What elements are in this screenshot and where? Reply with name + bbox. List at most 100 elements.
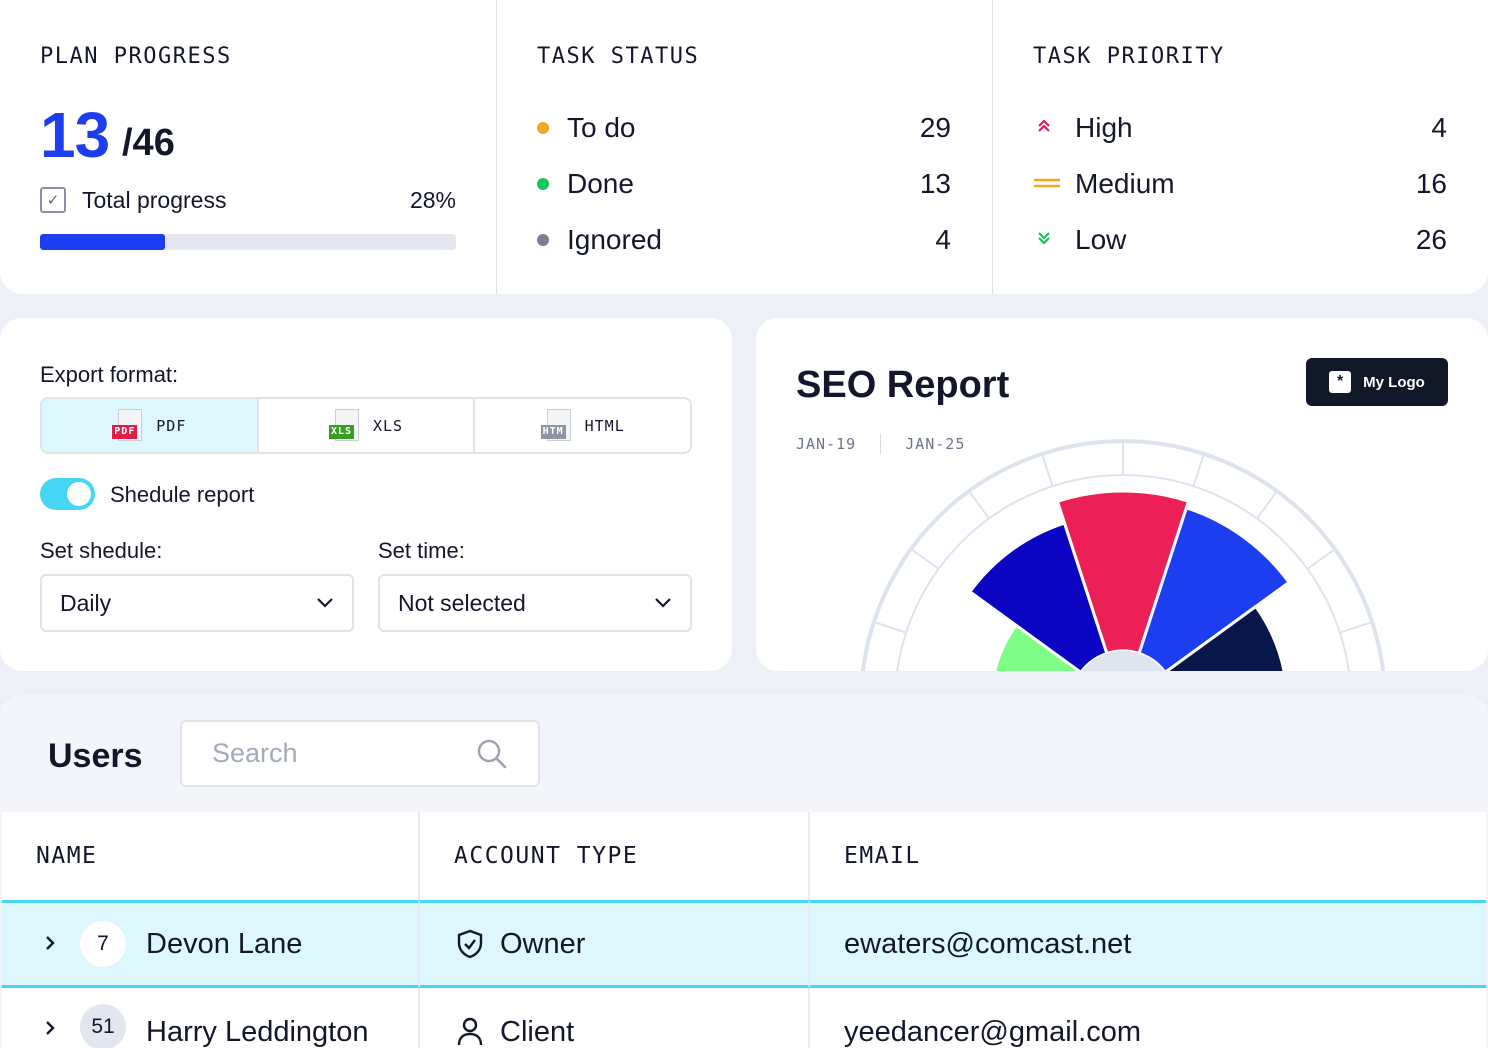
chart-wedge: [993, 623, 1082, 671]
shield-check-icon: [457, 929, 483, 959]
progress-bar-fill: [40, 234, 165, 250]
schedule-report-toggle[interactable]: [40, 478, 95, 510]
checkbox-icon: ✓: [40, 187, 66, 213]
progress-bar: [40, 234, 456, 250]
user-email: yeedancer@gmail.com: [844, 1016, 1142, 1048]
priority-label: Medium: [1075, 168, 1175, 199]
set-time-label: Set time:: [378, 538, 465, 563]
priority-label: High: [1075, 112, 1133, 143]
chevrons-down-icon: [1033, 230, 1055, 251]
column-header-name[interactable]: NAME: [2, 812, 420, 900]
time-value: Not selected: [398, 589, 526, 616]
plan-progress-section: PLAN PROGRESS 13 /46 ✓ Total progress 28…: [0, 0, 496, 294]
chart-grid-line: [1192, 453, 1205, 487]
format-html-button[interactable]: HTM HTML: [473, 399, 690, 452]
format-xls-button[interactable]: XLS XLS: [256, 399, 474, 452]
users-title: Users: [48, 737, 143, 775]
user-number-badge: 7: [80, 921, 126, 967]
chart-grid-line: [910, 548, 940, 570]
expand-chevron-icon[interactable]: [44, 931, 64, 957]
name-cell: 51 Harry Leddington: [2, 988, 420, 1048]
chevron-down-icon: [655, 598, 671, 608]
schedule-report-label: Shedule report: [110, 482, 255, 507]
date-to: JAN-25: [905, 435, 966, 453]
seo-report-card: SEO Report * My Logo JAN-19 JAN-25: [756, 318, 1488, 671]
stats-panel: PLAN PROGRESS 13 /46 ✓ Total progress 28…: [0, 0, 1488, 294]
email-cell: yeedancer@gmail.com: [810, 988, 1486, 1048]
search-placeholder: Search: [212, 738, 298, 768]
pdf-file-icon: PDF: [112, 408, 143, 443]
date-divider: [880, 434, 882, 454]
status-count: 29: [919, 112, 951, 143]
chart-grid-line: [1306, 548, 1336, 570]
seo-polar-chart: [861, 439, 1385, 671]
status-label: Done: [567, 168, 634, 199]
user-name: Harry Leddington: [146, 1016, 369, 1048]
account-type-cell: Client: [420, 988, 810, 1048]
total-progress-percent: 28%: [409, 186, 456, 213]
priority-row-high: High 4: [1033, 100, 1447, 156]
user-name: Devon Lane: [146, 927, 303, 960]
chart-grid-line: [1041, 453, 1054, 487]
format-label: XLS: [372, 416, 404, 435]
user-email: ewaters@comcast.net: [844, 927, 1132, 960]
time-select[interactable]: Not selected: [378, 574, 692, 632]
asterisk-icon: *: [1329, 371, 1352, 393]
expand-chevron-icon[interactable]: [44, 1016, 64, 1042]
search-input[interactable]: Search: [180, 720, 540, 787]
task-priority-section: TASK PRIORITY High 4 Medium 16 Lo: [992, 0, 1488, 294]
ignored-dot-icon: [537, 234, 549, 246]
schedule-value: Daily: [60, 589, 112, 616]
status-row-ignored: Ignored 4: [537, 212, 951, 268]
html-file-icon: HTM: [540, 408, 571, 443]
table-header: NAME ACCOUNT TYPE EMAIL: [2, 812, 1486, 900]
column-header-account-type[interactable]: ACCOUNT TYPE: [420, 812, 810, 900]
xls-file-icon: XLS: [328, 408, 359, 443]
my-logo-button[interactable]: * My Logo: [1306, 358, 1448, 406]
priority-row-low: Low 26: [1033, 212, 1447, 268]
name-cell: 7 Devon Lane: [2, 900, 420, 988]
export-format-selector: PDF PDF XLS XLS HTM HTML: [40, 397, 692, 454]
status-label: Ignored: [567, 224, 662, 255]
users-panel: Users Search NAME ACCOUNT TYPE EMAIL 7 D…: [0, 695, 1488, 1048]
chevron-down-icon: [317, 598, 333, 608]
table-row[interactable]: 51 Harry Leddington Client yeedancer@gma…: [2, 988, 1486, 1048]
user-number-badge: 51: [80, 1004, 126, 1048]
chart-center-hub: [1082, 651, 1164, 671]
status-row-todo: To do 29: [537, 100, 951, 156]
account-type: Client: [500, 1016, 575, 1048]
todo-dot-icon: [537, 122, 549, 134]
set-schedule-label: Set shedule:: [40, 538, 163, 563]
date-range: JAN-19 JAN-25: [796, 434, 965, 454]
priority-label: Low: [1075, 224, 1127, 255]
toggle-knob: [67, 482, 91, 506]
chart-grid-line: [873, 621, 907, 634]
column-header-email[interactable]: EMAIL: [810, 812, 1486, 900]
format-pdf-button[interactable]: PDF PDF: [42, 399, 257, 452]
status-count: 4: [935, 224, 951, 255]
equals-icon: [1033, 174, 1060, 195]
chart-grid-line: [1256, 490, 1278, 520]
chart-grid-line: [968, 490, 990, 520]
priority-count: 26: [1415, 224, 1447, 255]
tasks-done-count: 13: [40, 99, 110, 171]
task-status-section: TASK STATUS To do 29 Done 13 Ignored 4: [496, 0, 992, 294]
format-label: HTML: [584, 416, 625, 435]
total-progress-row: ✓ Total progress 28%: [40, 186, 456, 214]
priority-row-medium: Medium 16: [1033, 156, 1447, 212]
task-status-title: TASK STATUS: [537, 44, 700, 69]
priority-count: 16: [1415, 168, 1447, 199]
search-icon: [477, 739, 507, 768]
plan-progress-title: PLAN PROGRESS: [40, 44, 232, 69]
account-type: Owner: [500, 927, 586, 960]
table-row[interactable]: 7 Devon Lane Owner ewaters@comcast.net: [2, 900, 1486, 988]
status-row-done: Done 13: [537, 156, 951, 212]
task-priority-title: TASK PRIORITY: [1033, 44, 1225, 69]
my-logo-label: My Logo: [1363, 373, 1425, 391]
export-card: [0, 318, 732, 671]
account-type-cell: Owner: [420, 900, 810, 988]
chart-grid-line: [1339, 621, 1373, 634]
status-label: To do: [567, 112, 636, 143]
schedule-select[interactable]: Daily: [40, 574, 354, 632]
users-table: NAME ACCOUNT TYPE EMAIL 7 Devon Lane Own…: [2, 812, 1486, 1048]
